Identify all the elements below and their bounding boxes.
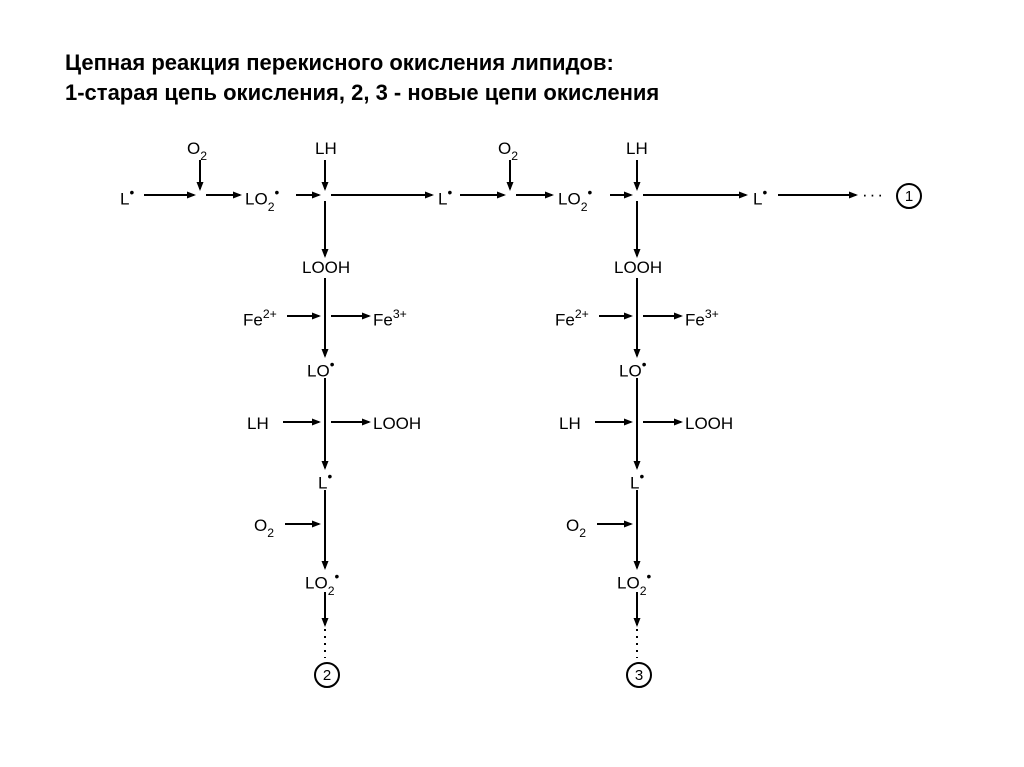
lbl-looh-b2: LOOH [685, 414, 733, 434]
lbl-looh-a: LOOH [302, 258, 350, 278]
lbl-fe3-b: Fe3+ [685, 308, 719, 331]
lbl-lo2dot-a: LO2• [305, 570, 339, 596]
lbl-lo2dot-b: LO2• [617, 570, 651, 596]
lbl-o2-b: O2 [566, 516, 586, 538]
lbl-lo2dot-2: LO2• [558, 186, 592, 212]
circle-1: 1 [896, 183, 922, 209]
diagram-svg [0, 0, 1024, 767]
lbl-o2-top-1: O2 [187, 139, 207, 161]
circle-2: 2 [314, 662, 340, 688]
lbl-ldot-2: L• [753, 186, 767, 210]
lbl-ldot-0: L• [120, 186, 134, 210]
lbl-o2-top-2: O2 [498, 139, 518, 161]
lbl-ldot-1: L• [438, 186, 452, 210]
lbl-looh-a2: LOOH [373, 414, 421, 434]
lbl-ldot-a: L• [318, 470, 332, 494]
lbl-fe3-a: Fe3+ [373, 308, 407, 331]
lbl-o2-a: O2 [254, 516, 274, 538]
lbl-dots-end: ··· [862, 185, 885, 205]
lbl-ldot-b: L• [630, 470, 644, 494]
lbl-lo2dot-1: LO2• [245, 186, 279, 212]
lbl-lh-a: LH [247, 414, 269, 434]
lbl-lh-top-1: LH [315, 139, 337, 159]
lbl-lodot-b: LO• [619, 358, 646, 382]
lbl-lodot-a: LO• [307, 358, 334, 382]
lbl-fe2-b: Fe2+ [555, 308, 589, 331]
lbl-fe2-a: Fe2+ [243, 308, 277, 331]
lbl-lh-top-2: LH [626, 139, 648, 159]
lbl-lh-b: LH [559, 414, 581, 434]
lbl-looh-b: LOOH [614, 258, 662, 278]
circle-3: 3 [626, 662, 652, 688]
